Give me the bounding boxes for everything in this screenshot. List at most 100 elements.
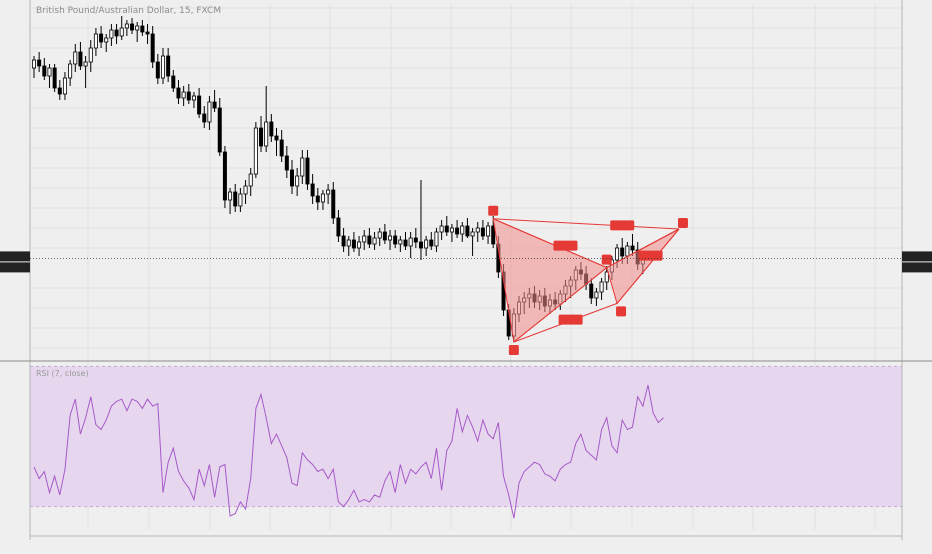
candle-body <box>625 245 630 257</box>
candle-body <box>455 227 460 235</box>
candle-body <box>465 225 470 237</box>
candle-body <box>259 127 264 147</box>
candle-body <box>300 157 305 177</box>
candle-body <box>37 59 42 67</box>
candle-body <box>207 101 212 123</box>
pattern-point-badge <box>488 205 499 216</box>
candle-body <box>331 189 336 219</box>
candle-body <box>124 23 129 29</box>
candle-body <box>52 67 57 89</box>
pattern-point-badge <box>601 254 612 265</box>
candle-body <box>145 31 150 35</box>
candle-body <box>171 75 176 89</box>
candle-body <box>630 245 635 251</box>
rsi-line <box>33 384 664 519</box>
candle-body <box>589 283 594 299</box>
pattern-leg <box>616 228 680 304</box>
countdown-tag-bg <box>902 262 932 273</box>
candle-body <box>486 225 491 237</box>
candle-body <box>398 239 403 245</box>
candle-body <box>439 225 444 233</box>
candle-body <box>176 87 181 99</box>
candle-body <box>604 271 609 283</box>
candle-body <box>73 51 78 65</box>
candle-body <box>212 101 217 109</box>
candle-body <box>83 61 88 67</box>
rsi-band <box>30 365 902 508</box>
countdown-tag-bg <box>0 262 30 273</box>
candle-body <box>140 25 145 33</box>
candle-body <box>310 183 315 197</box>
pattern-ratio-badge <box>558 314 583 325</box>
rsi-title: RSI (7, close) <box>36 369 89 378</box>
harmonic-pattern <box>488 205 688 355</box>
candle-body <box>32 59 36 69</box>
candle-body <box>315 195 320 203</box>
candle-body <box>68 63 73 79</box>
candle-body <box>480 227 485 237</box>
candle-body <box>367 235 372 245</box>
candle-body <box>47 67 52 77</box>
current-price-tag-bg <box>0 251 30 262</box>
candle-body <box>57 87 62 95</box>
candle-body <box>228 191 233 201</box>
candle-body <box>620 247 625 257</box>
candle-body <box>109 29 114 39</box>
rsi-overbought-oversold-band <box>30 366 902 507</box>
candle-body <box>222 151 227 201</box>
candle-body <box>284 155 289 171</box>
pattern-leg <box>493 218 607 269</box>
candle-body <box>444 225 449 233</box>
candle-body <box>403 239 408 247</box>
chart-title: British Pound/Australian Dollar, 15, FXC… <box>36 6 221 16</box>
candle-body <box>357 241 362 249</box>
rsi-series <box>33 384 664 519</box>
candle-body <box>326 189 331 195</box>
candle-body <box>279 139 284 157</box>
current-price-tag-bg <box>902 251 932 262</box>
candle-body <box>99 33 104 43</box>
candle-body <box>181 91 186 99</box>
candle-body <box>475 227 480 233</box>
candle-body <box>362 235 367 243</box>
pattern-leg <box>606 228 680 269</box>
candle-body <box>346 239 351 247</box>
candle-body <box>305 157 310 185</box>
candle-body <box>62 77 67 95</box>
candle-body <box>150 33 155 63</box>
candle-body <box>233 191 238 207</box>
candle-body <box>429 239 434 247</box>
candle-body <box>594 291 599 299</box>
candle-body <box>434 231 439 247</box>
candle-body <box>135 25 140 31</box>
candle-body <box>93 33 98 49</box>
candle-body <box>377 231 382 239</box>
candle-body <box>449 227 454 233</box>
candle-body <box>418 241 423 249</box>
candle-body <box>166 55 171 77</box>
candle-body <box>382 231 387 241</box>
candle-body <box>243 185 248 195</box>
candle-body <box>274 135 279 141</box>
candle-body <box>599 281 604 293</box>
candle-body <box>186 91 191 101</box>
candle-body <box>78 51 83 67</box>
candle-body <box>130 23 135 31</box>
candle-body <box>295 175 300 187</box>
candle-body <box>202 113 207 123</box>
candle-body <box>341 235 346 247</box>
candle-body <box>424 239 429 249</box>
pattern-point-badge <box>508 345 519 355</box>
candle-body <box>388 235 393 241</box>
candle-body <box>615 247 620 261</box>
pattern-ratio-badge <box>638 250 663 261</box>
candle-body <box>119 27 124 37</box>
candle-body <box>320 193 325 203</box>
candle-body <box>248 173 253 187</box>
candle-body <box>264 121 269 147</box>
candle-body <box>104 37 109 43</box>
candle-body <box>470 231 475 237</box>
candle-body <box>197 95 202 115</box>
